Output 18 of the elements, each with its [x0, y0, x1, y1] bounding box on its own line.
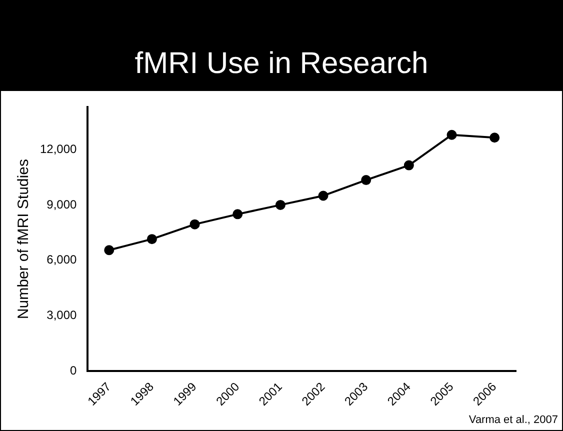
point	[190, 219, 200, 230]
point	[446, 130, 457, 140]
y-tick-label: 0	[70, 363, 78, 378]
point	[232, 209, 243, 220]
point	[146, 234, 157, 244]
point	[104, 245, 114, 256]
point	[361, 175, 372, 186]
y-tick-label: 3,000	[46, 308, 78, 322]
chart-title: fMRI Use in Research	[134, 47, 428, 81]
point	[275, 200, 286, 210]
point	[404, 160, 414, 170]
point	[490, 132, 500, 143]
y-tick-label: 6,000	[46, 252, 78, 267]
y-tick-label: 9,000	[46, 197, 78, 212]
y-tick-label: 12,000	[40, 142, 78, 156]
text: Varma et al., 2007	[468, 414, 558, 426]
y-axis-title: Number of fMRI Studies	[15, 159, 32, 320]
point	[318, 190, 328, 201]
